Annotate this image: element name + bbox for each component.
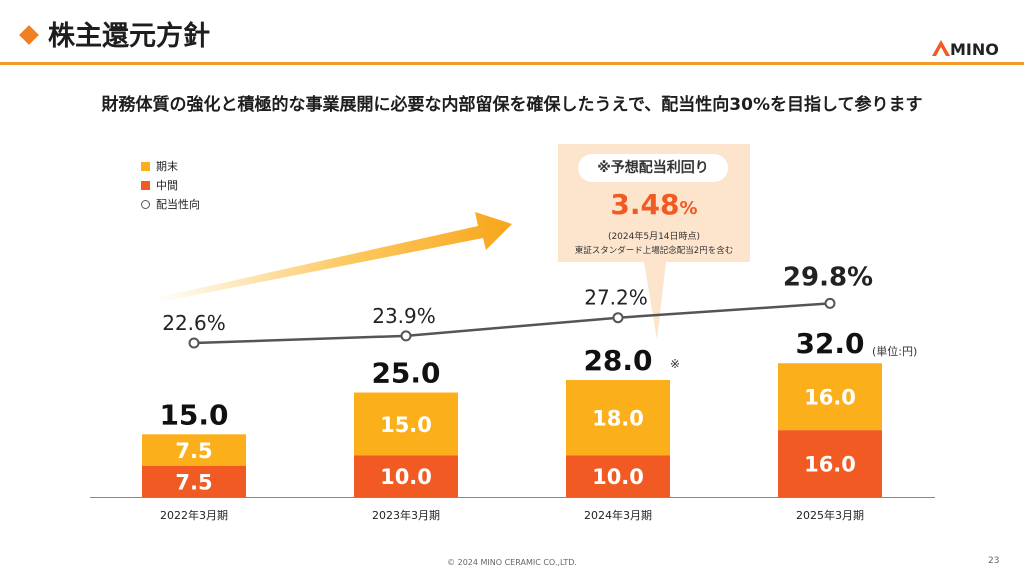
data-label-final: 15.0 <box>380 413 432 437</box>
payout-line-layer: 22.6% 23.9% 27.2% 29.8% <box>162 262 873 349</box>
bar-final <box>142 434 246 466</box>
payout-ratio-label: 23.9% <box>372 304 436 328</box>
data-label-final: 7.5 <box>175 439 212 463</box>
logo-mark-icon <box>932 40 950 56</box>
footer-copyright: © 2024 MINO CERAMIC CO.,LTD. <box>447 558 577 567</box>
payout-ratio-point <box>824 297 836 309</box>
payout-ratio-label: 29.8% <box>783 262 873 292</box>
callout-note-detail: 東証スタンダード上場記念配当2円を含む <box>574 246 734 256</box>
growth-arrow-icon <box>155 212 512 302</box>
bars-layer <box>90 363 935 498</box>
data-label-interim: 10.0 <box>592 465 644 489</box>
callout-note-date: (2024年5月14日時点) <box>607 232 701 242</box>
bar-interim <box>778 430 882 497</box>
legend-label-final: 期末 <box>156 160 178 173</box>
bar-interim <box>142 465 246 497</box>
x-tick-label: 2023年3月期 <box>372 508 440 522</box>
total-note-mark: ※ <box>670 357 680 371</box>
subtitle: 財務体質の強化と積極的な事業展開に必要な内部留保を確保したうえで、配当性向30%… <box>101 95 923 115</box>
payout-ratio-point <box>188 337 200 349</box>
data-label-total: 32.0 <box>795 327 864 360</box>
page-number: 23 <box>988 556 1000 566</box>
x-tick-label: 2025年3月期 <box>796 508 864 522</box>
bar-interim <box>566 455 670 497</box>
legend-label-interim: 中間 <box>156 179 178 192</box>
data-label-total: 28.0 <box>583 344 652 377</box>
payout-ratio-point <box>400 330 412 342</box>
mino-logo: MINO <box>932 40 999 58</box>
logo-text: MINO <box>950 40 999 58</box>
title-divider <box>0 62 1024 65</box>
page-title: 株主還元方針 <box>48 21 210 52</box>
labels-layer: 7.5 7.5 15.0 2022年3月期 10.0 15.0 25.0 2023年3月期 10… <box>159 327 864 522</box>
data-label-total: 15.0 <box>159 398 228 431</box>
legend-item-final: 期末 <box>141 158 178 174</box>
legend-item-interim: 中間 <box>141 177 178 193</box>
bar-final <box>354 392 458 456</box>
callout-value: 3.48% <box>558 188 750 221</box>
legend-swatch-final <box>141 161 150 171</box>
x-tick-label: 2024年3月期 <box>584 508 652 522</box>
callout-yield-unit: % <box>679 198 698 219</box>
unit-label: (単位:円) <box>872 345 918 358</box>
callout-yield-number: 3.48 <box>610 188 680 221</box>
data-label-final: 16.0 <box>804 386 856 410</box>
data-label-interim: 10.0 <box>380 465 432 489</box>
legend-label-payout: 配当性向 <box>156 198 200 211</box>
bar-final <box>778 363 882 431</box>
bar-interim <box>354 455 458 497</box>
legend-marker-payout <box>141 199 150 209</box>
data-label-total: 25.0 <box>371 357 440 390</box>
callout-title: ※予想配当利回り <box>578 154 728 182</box>
bar-final <box>566 379 670 456</box>
data-label-interim: 7.5 <box>175 470 212 494</box>
payout-ratio-point <box>612 312 624 324</box>
legend-item-payout: 配当性向 <box>141 196 200 212</box>
payout-ratio-label: 22.6% <box>162 311 226 335</box>
data-label-final: 18.0 <box>592 407 644 431</box>
data-label-interim: 16.0 <box>804 453 856 477</box>
payout-ratio-line <box>193 302 831 345</box>
x-tick-label: 2022年3月期 <box>160 508 228 522</box>
payout-ratio-label: 27.2% <box>584 286 648 310</box>
legend-swatch-interim <box>141 180 150 190</box>
